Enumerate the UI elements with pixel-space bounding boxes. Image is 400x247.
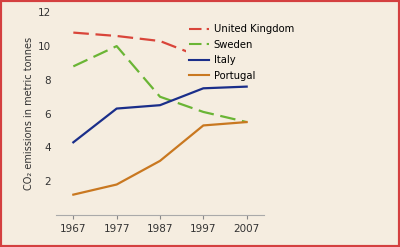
Legend: United Kingdom, Sweden, Italy, Portugal: United Kingdom, Sweden, Italy, Portugal — [186, 21, 297, 84]
Y-axis label: CO₂ emissions in metric tonnes: CO₂ emissions in metric tonnes — [24, 37, 34, 190]
